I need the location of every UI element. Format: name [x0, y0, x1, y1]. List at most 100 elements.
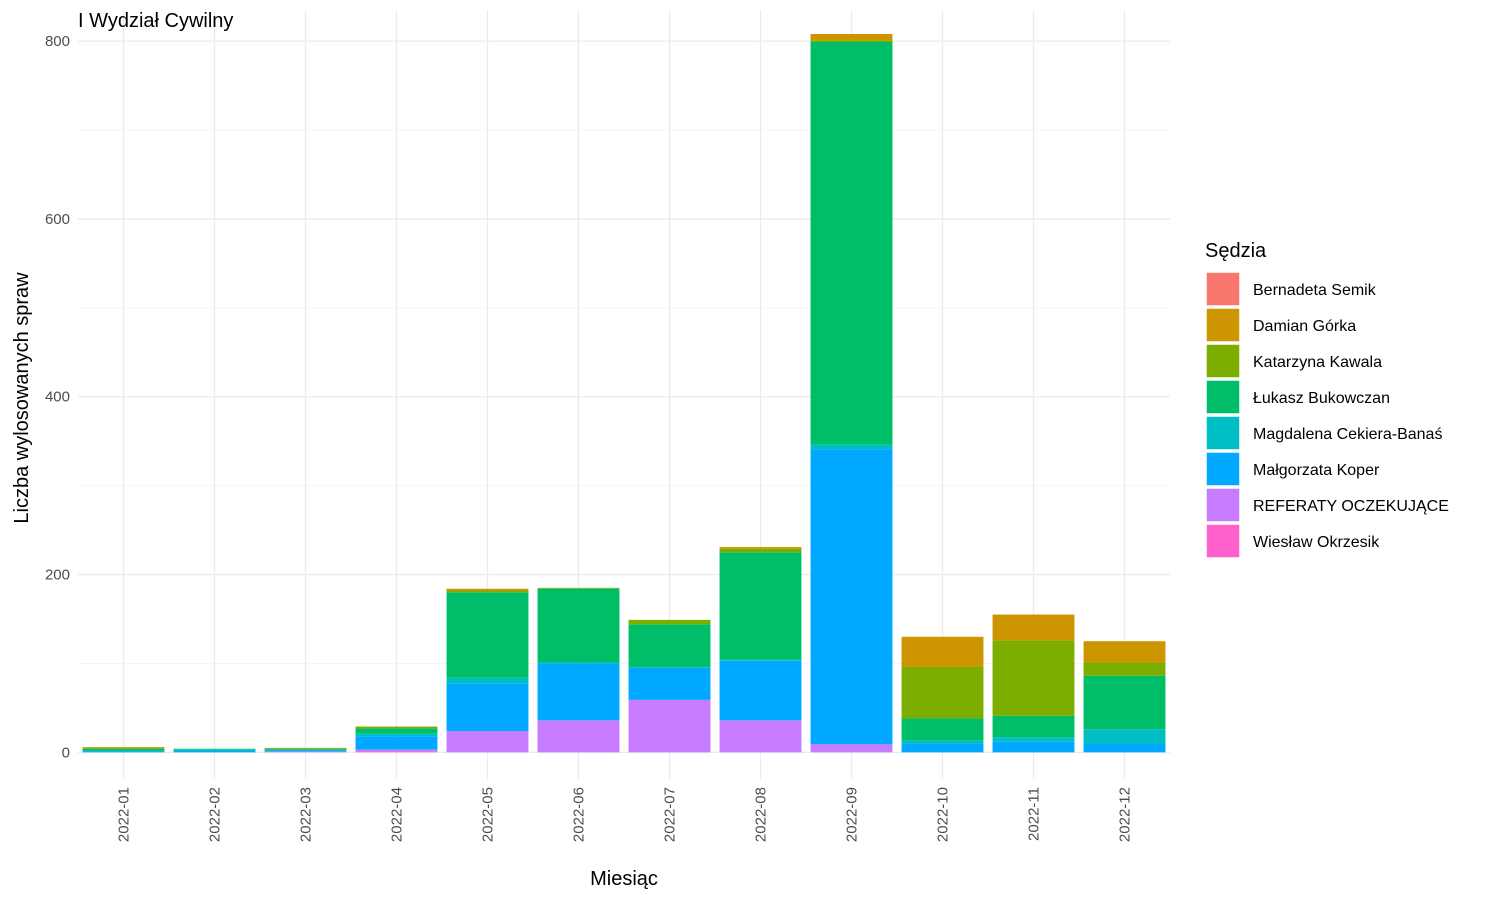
bar-segment: [1083, 662, 1166, 676]
legend-item: Damian Górka: [1205, 307, 1356, 343]
bar-segment: [355, 726, 438, 729]
x-tick-label: 2022-02: [207, 787, 224, 842]
bar-segment: [446, 588, 529, 591]
x-tick-label: 2022-11: [1026, 787, 1043, 841]
bar-segment: [901, 666, 984, 719]
bar-segment: [992, 737, 1075, 742]
legend-label: Małgorzata Koper: [1253, 462, 1380, 479]
bar-segment: [355, 728, 438, 734]
bar-segment: [992, 715, 1075, 738]
x-axis-ticks: 2022-01 2022-02 2022-03 2022-04 2022-05 2022-…: [116, 787, 1134, 842]
legend-swatch: [1205, 451, 1241, 487]
x-tick-label: 2022-10: [935, 787, 952, 842]
bar-segment: [82, 751, 165, 753]
legend-swatch: [1205, 271, 1241, 307]
legend-label: Magdalena Cekiera-Banaś: [1253, 426, 1442, 443]
x-tick-label: 2022-01: [116, 787, 133, 842]
bar-segment: [537, 663, 620, 721]
bar-segment: [264, 749, 347, 751]
bar-segment: [264, 750, 347, 752]
x-axis-title: Miesiąc: [590, 868, 658, 890]
legend-item: Małgorzata Koper: [1205, 451, 1380, 487]
legend-item: Łukasz Bukowczan: [1205, 379, 1390, 415]
legend-swatch: [1205, 379, 1241, 415]
bar-segment: [264, 748, 347, 750]
bar-segment: [1083, 729, 1166, 744]
legend-label: Damian Górka: [1253, 318, 1356, 335]
chart-title: I Wydział Cywilny: [78, 10, 233, 32]
legend-label: Wiesław Okrzesik: [1253, 534, 1380, 551]
bar-segment: [355, 736, 438, 750]
bar-segment: [901, 636, 984, 667]
bar-segment: [446, 592, 529, 678]
legend-swatch: [1205, 487, 1241, 523]
legend-item: Bernadeta Semik: [1205, 271, 1377, 307]
bar-segment: [446, 683, 529, 731]
bar-segment: [810, 40, 893, 43]
bar-segment: [1083, 743, 1166, 753]
bar-segment: [82, 747, 165, 749]
bar-segment: [992, 640, 1075, 716]
bar-segment: [810, 42, 893, 445]
bar-segment: [82, 748, 165, 751]
bar-segment: [173, 749, 256, 751]
bar-segment: [719, 659, 802, 661]
bar-segment: [264, 751, 347, 753]
legend-swatch: [1205, 523, 1241, 559]
legend-item: Katarzyna Kawala: [1205, 343, 1382, 379]
bar-segment: [1083, 675, 1166, 730]
x-tick-label: 2022-08: [753, 787, 770, 842]
bar-segment: [355, 749, 438, 752]
bar-segment: [537, 588, 620, 663]
y-tick-label: 400: [45, 389, 70, 406]
bar-segment: [719, 548, 802, 553]
bar-segment: [628, 619, 711, 625]
y-axis-title: Liczba wylosowanych spraw: [11, 272, 33, 524]
bar-segment: [628, 699, 711, 753]
legend-item: REFERATY OCZEKUJĄCE: [1205, 487, 1449, 523]
legend-title: Sędzia: [1205, 240, 1267, 262]
x-tick-label: 2022-09: [844, 787, 861, 842]
bar-segment: [628, 667, 711, 700]
bar-segment: [82, 750, 165, 752]
bars: [82, 34, 1166, 753]
bar-segment: [1083, 641, 1166, 663]
legend: Sędzia Bernadeta Semik Damian Górka Katarz…: [1205, 240, 1449, 559]
bar-segment: [446, 590, 529, 593]
bar-segment: [264, 747, 347, 749]
legend-label: REFERATY OCZEKUJĄCE: [1253, 498, 1449, 515]
y-axis-ticks: 0 200 400 600 800: [45, 33, 70, 761]
x-tick-label: 2022-05: [480, 787, 497, 842]
bar-segment: [628, 624, 711, 667]
bar-segment: [810, 444, 893, 450]
bar-segment: [355, 751, 438, 753]
x-tick-label: 2022-06: [571, 787, 588, 842]
legend-item: Wiesław Okrzesik: [1205, 523, 1380, 559]
bar-segment: [719, 546, 802, 549]
legend-swatch: [1205, 307, 1241, 343]
legend-label: Łukasz Bukowczan: [1253, 390, 1390, 407]
x-tick-label: 2022-03: [298, 787, 315, 842]
legend-label: Katarzyna Kawala: [1253, 354, 1382, 371]
bar-segment: [901, 740, 984, 744]
bar-segment: [173, 750, 256, 753]
y-tick-label: 0: [62, 744, 70, 761]
bar-segment: [992, 614, 1075, 641]
bar-segment: [719, 552, 802, 660]
bar-segment: [355, 733, 438, 737]
legend-swatch: [1205, 343, 1241, 379]
y-tick-label: 600: [45, 211, 70, 228]
bar-segment: [810, 449, 893, 745]
legend-swatch: [1205, 415, 1241, 451]
bar-segment: [537, 587, 620, 589]
x-tick-label: 2022-04: [389, 787, 406, 842]
x-tick-label: 2022-07: [662, 787, 679, 842]
bar-segment: [719, 660, 802, 721]
x-tick-label: 2022-12: [1117, 787, 1134, 842]
bar-segment: [810, 34, 893, 41]
bar-segment: [992, 741, 1075, 753]
bar-segment: [537, 662, 620, 664]
bar-segment: [446, 677, 529, 684]
